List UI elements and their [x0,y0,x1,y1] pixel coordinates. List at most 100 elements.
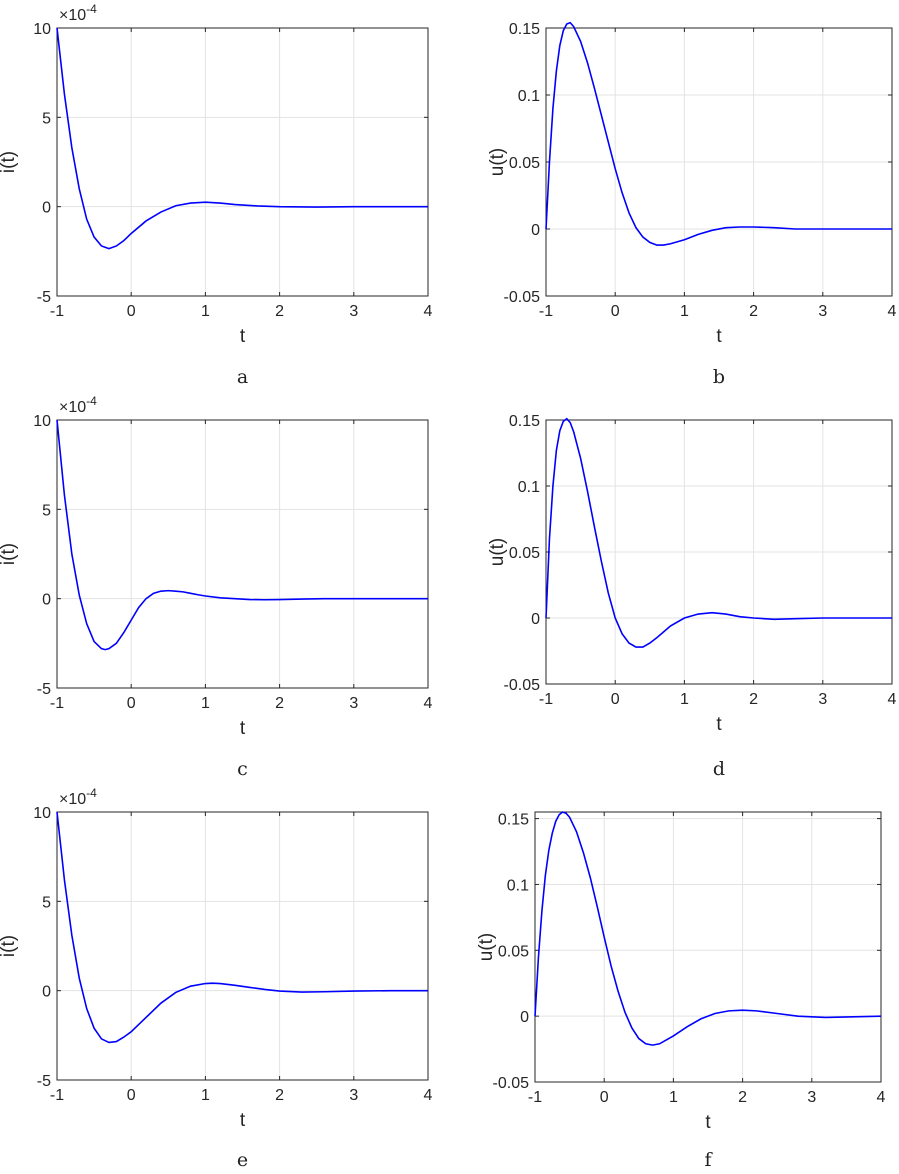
x-tick-label: 1 [680,691,689,708]
x-tick-label: 1 [669,1089,678,1106]
x-tick-label: 2 [275,1087,284,1104]
axes-frame [56,811,429,1081]
x-axis-label: t [705,1112,711,1133]
y-tick-label: 0 [42,984,51,1001]
series-line [534,811,882,1046]
y-axis-label: i(t) [0,935,19,957]
axes-frame [534,811,882,1083]
x-tick-label: 0 [600,1089,609,1106]
x-axis-label: t [240,326,246,347]
x-tick-label: 3 [349,1087,358,1104]
y-axis-label: u(t) [487,148,508,177]
y-tick-label: 0 [531,611,540,628]
x-tick-label: 4 [888,303,897,320]
y-tick-label: 0 [42,592,51,609]
y-tick-label: -0.05 [493,1075,530,1092]
y-exponent-label: ×10-4 [59,394,97,416]
x-tick-label: 0 [611,691,620,708]
panel-caption: b [713,366,725,388]
x-axis-label: t [240,718,246,739]
y-tick-label: 0.1 [518,479,540,496]
x-tick-label: -1 [539,691,553,708]
panel-c: -1 0 1 2 3 4 -5 0 5 10 ×10-4 t i(t) c [0,394,433,780]
axes-frame [56,419,429,689]
x-tick-label: 3 [807,1089,816,1106]
panel-caption: c [237,758,248,780]
panel-f: -1 0 1 2 3 4 -0.05 0 0.05 0.1 0.15 t u(t) f [476,811,886,1171]
y-tick-label: 0.15 [509,413,540,430]
plot-area [57,812,428,1080]
plot-area [57,420,428,688]
y-tick-label: 0.1 [518,88,540,105]
x-tick-label: 2 [738,1089,747,1106]
x-tick-label: 4 [877,1089,886,1106]
y-tick-label: -5 [37,1073,51,1090]
x-axis-label: t [240,1110,246,1131]
y-tick-label: 10 [33,21,51,38]
y-tick-label: 5 [42,894,51,911]
panel-caption: e [237,1149,248,1171]
x-tick-label: 4 [424,303,433,320]
x-tick-label: 0 [127,303,136,320]
x-tick-label: 3 [349,303,358,320]
y-tick-label: -5 [37,289,51,306]
panel-caption: f [704,1149,713,1171]
x-tick-label: 1 [201,1087,210,1104]
series-line [56,27,428,250]
y-tick-label: 10 [33,413,51,430]
panel-d: -1 0 1 2 3 4 -0.05 0 0.05 0.1 0.15 t u(t) d [487,413,897,780]
y-tick-label: -5 [37,681,51,698]
x-tick-label: 2 [275,303,284,320]
y-tick-label: 0.05 [509,545,540,562]
y-tick-label: -0.05 [504,677,541,694]
panel-caption: a [237,366,248,388]
series-line [56,811,428,1044]
series-line [545,417,892,648]
x-tick-label: 3 [818,303,827,320]
x-tick-label: -1 [50,1087,64,1104]
panel-caption: d [713,758,725,780]
x-axis-label: t [716,714,722,735]
panel-a: -1 0 1 2 3 4 -5 0 5 10 ×10-4 t i(t) a [0,2,433,388]
x-tick-label: 4 [424,1087,433,1104]
panel-b: -1 0 1 2 3 4 -0.05 0 0.05 0.1 0.15 t u(t) b [487,21,897,388]
x-tick-label: 2 [275,695,284,712]
y-tick-label: 0.05 [498,943,529,960]
y-tick-label: 0.1 [507,877,529,894]
x-tick-label: 2 [749,691,758,708]
axes-frame [56,27,429,297]
x-tick-label: 0 [127,1087,136,1104]
panel-e: -1 0 1 2 3 4 -5 0 5 10 ×10-4 t i(t) e [0,786,433,1171]
y-tick-label: 0.15 [509,21,540,38]
y-tick-label: 0.05 [509,155,540,172]
y-axis-label: u(t) [476,933,497,962]
y-axis-label: i(t) [0,543,19,565]
plot-area [57,28,428,296]
x-tick-label: 3 [818,691,827,708]
plot-area [535,812,881,1082]
x-tick-label: -1 [528,1089,542,1106]
x-tick-label: 4 [424,695,433,712]
x-tick-label: 2 [749,303,758,320]
x-tick-label: 0 [611,303,620,320]
x-tick-label: 4 [888,691,897,708]
series-line [545,21,892,246]
y-exponent-label: ×10-4 [59,2,97,24]
x-axis-label: t [716,326,722,347]
x-tick-label: -1 [50,695,64,712]
y-axis-label: u(t) [487,538,508,567]
series-line [56,419,428,651]
x-tick-label: 1 [201,695,210,712]
y-tick-label: 10 [33,805,51,822]
y-tick-label: 0 [531,222,540,239]
x-tick-label: 1 [201,303,210,320]
y-tick-label: 0 [520,1009,529,1026]
y-tick-label: 0 [42,200,51,217]
y-exponent-label: ×10-4 [59,786,97,808]
x-tick-label: 1 [680,303,689,320]
x-tick-label: -1 [50,303,64,320]
x-tick-label: 0 [127,695,136,712]
y-tick-label: 5 [42,110,51,127]
y-tick-label: 0.15 [498,812,529,829]
